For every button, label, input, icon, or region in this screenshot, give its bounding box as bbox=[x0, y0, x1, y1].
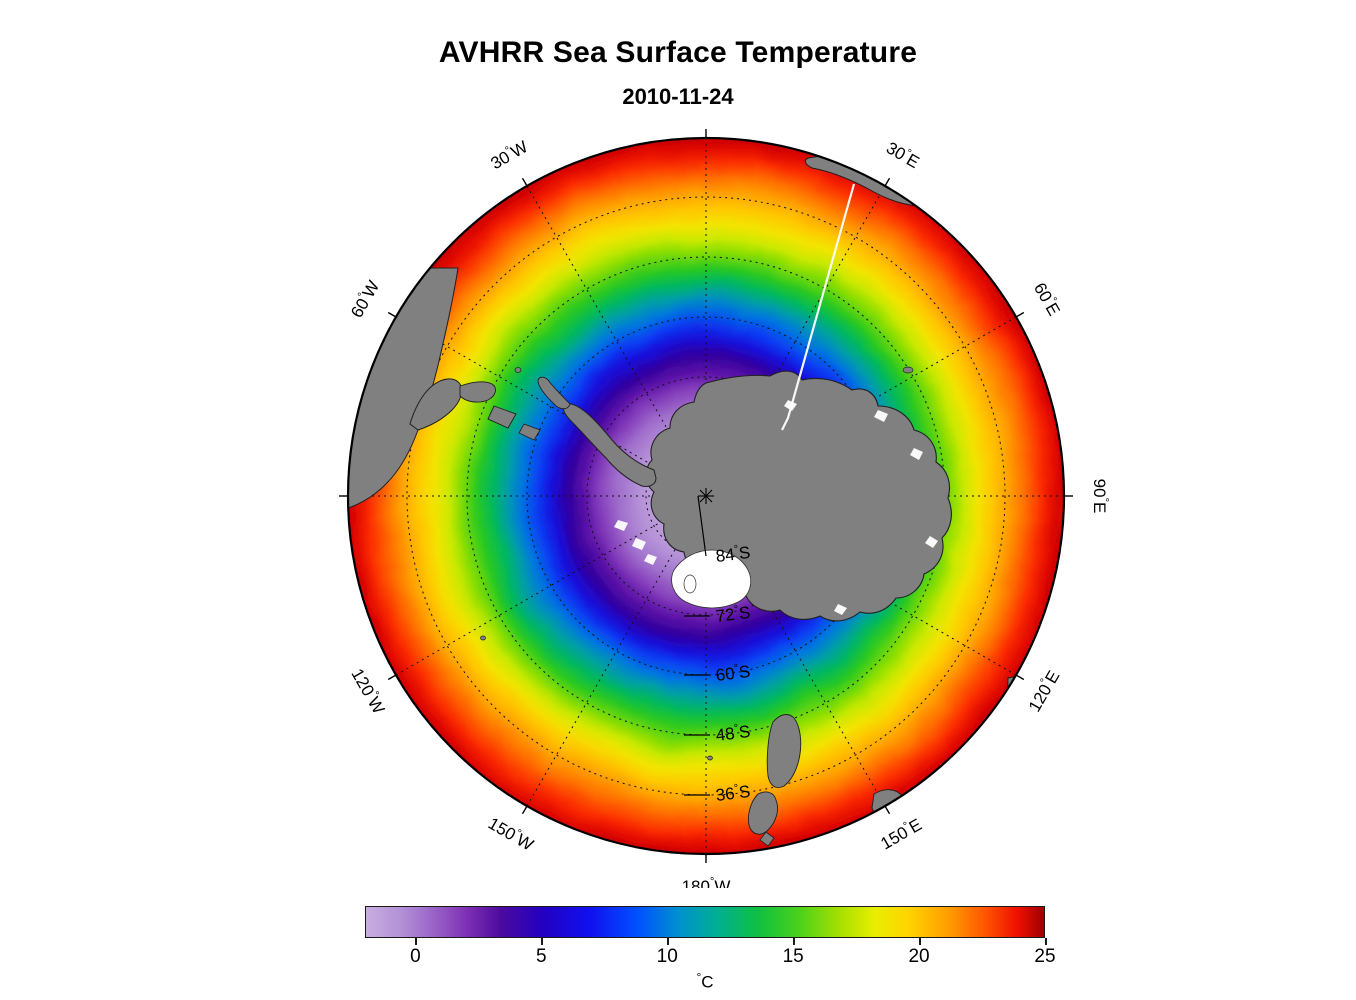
colorbar-tick-label: 25 bbox=[1034, 946, 1056, 967]
meridian-label-lon-120e: 120°E bbox=[1024, 667, 1064, 716]
colorbar: 0 5 10 15 20 25 °C bbox=[355, 898, 1056, 992]
meridian-tick-lon-150w bbox=[521, 805, 528, 815]
small-islands bbox=[480, 366, 914, 761]
colorbar-unit-label: °C bbox=[696, 970, 714, 992]
degree-symbol: ° bbox=[696, 970, 702, 984]
colorbar-ticks bbox=[365, 938, 1047, 946]
south-pole-marker bbox=[698, 488, 714, 504]
colorbar-tick bbox=[667, 938, 669, 945]
meridian-tick-lon-30e bbox=[884, 177, 891, 187]
parallel-tick-leaders bbox=[684, 495, 710, 796]
meridian-label-lon-150w: 150°W bbox=[485, 813, 538, 855]
colorbar-tick bbox=[793, 938, 795, 945]
meridian-tick-lon-120w bbox=[387, 674, 397, 681]
colorbar-tick-label: 20 bbox=[908, 946, 930, 967]
colorbar-tick-label: 15 bbox=[782, 946, 804, 967]
antarctica-landmass bbox=[537, 370, 952, 622]
parallel-label-lat-60s: 60°S bbox=[715, 661, 752, 686]
parallel-label-lat-36s: 36°S bbox=[715, 781, 752, 806]
meridian-label-lon-30w: 30°W bbox=[487, 136, 531, 174]
page-subtitle: 2010-11-24 bbox=[622, 84, 734, 109]
colorbar-tick bbox=[541, 938, 543, 945]
meridian-tick-lon-60w bbox=[387, 311, 397, 318]
colorbar-tick-labels: 0 5 10 15 20 25 bbox=[365, 946, 1056, 970]
polar-map: 36°S48°S60°S72°S84°S 0°30°E60°E90°E120°E… bbox=[318, 118, 1128, 888]
meridian-label-lon-60e: 60°E bbox=[1029, 279, 1064, 319]
colorbar-gradient bbox=[365, 906, 1045, 938]
meridian-tick-lon-30w bbox=[521, 177, 528, 187]
meridian-label-lon-30e: 30°E bbox=[883, 137, 923, 172]
meridian-label-lon-150e: 150°E bbox=[877, 814, 926, 854]
meridian-label-lon-120w: 120°W bbox=[347, 665, 389, 718]
colorbar-tick-label: 5 bbox=[535, 946, 547, 967]
colorbar-tick-label: 10 bbox=[656, 946, 678, 967]
parallel-labels: 36°S 48°S 60°S 72°S 84°S bbox=[715, 542, 752, 806]
polar-map-svg: 36°S48°S60°S72°S84°S 0°30°E60°E90°E120°E… bbox=[318, 129, 1111, 888]
meridian-ticks bbox=[339, 129, 1073, 863]
meridian-label-lon-90w: 90°W bbox=[318, 476, 322, 515]
colorbar-tick bbox=[415, 938, 417, 945]
page-title: AVHRR Sea Surface Temperature bbox=[438, 36, 918, 69]
meridian-label-lon-180w: 180°W bbox=[682, 876, 731, 888]
new-zealand-landmass bbox=[747, 714, 802, 847]
parallel-label-lat-72s: 72°S bbox=[715, 602, 752, 627]
meridian-label-lon-90e: 90°E bbox=[1090, 479, 1111, 514]
colorbar-tick bbox=[1045, 938, 1047, 945]
colorbar-tick bbox=[919, 938, 921, 945]
meridian-label-lon-60w: 60°W bbox=[346, 277, 384, 321]
parallel-label-lat-48s: 48°S bbox=[715, 721, 752, 746]
colorbar-tick-label: 0 bbox=[410, 946, 421, 967]
parallel-label-lat-84s: 84°S bbox=[715, 542, 752, 567]
meridian-tick-lon-60e bbox=[1015, 311, 1025, 318]
meridian-tick-lon-120e bbox=[1015, 674, 1025, 681]
swath-gap-line bbox=[781, 183, 856, 431]
meridian-tick-lon-150e bbox=[884, 805, 891, 815]
